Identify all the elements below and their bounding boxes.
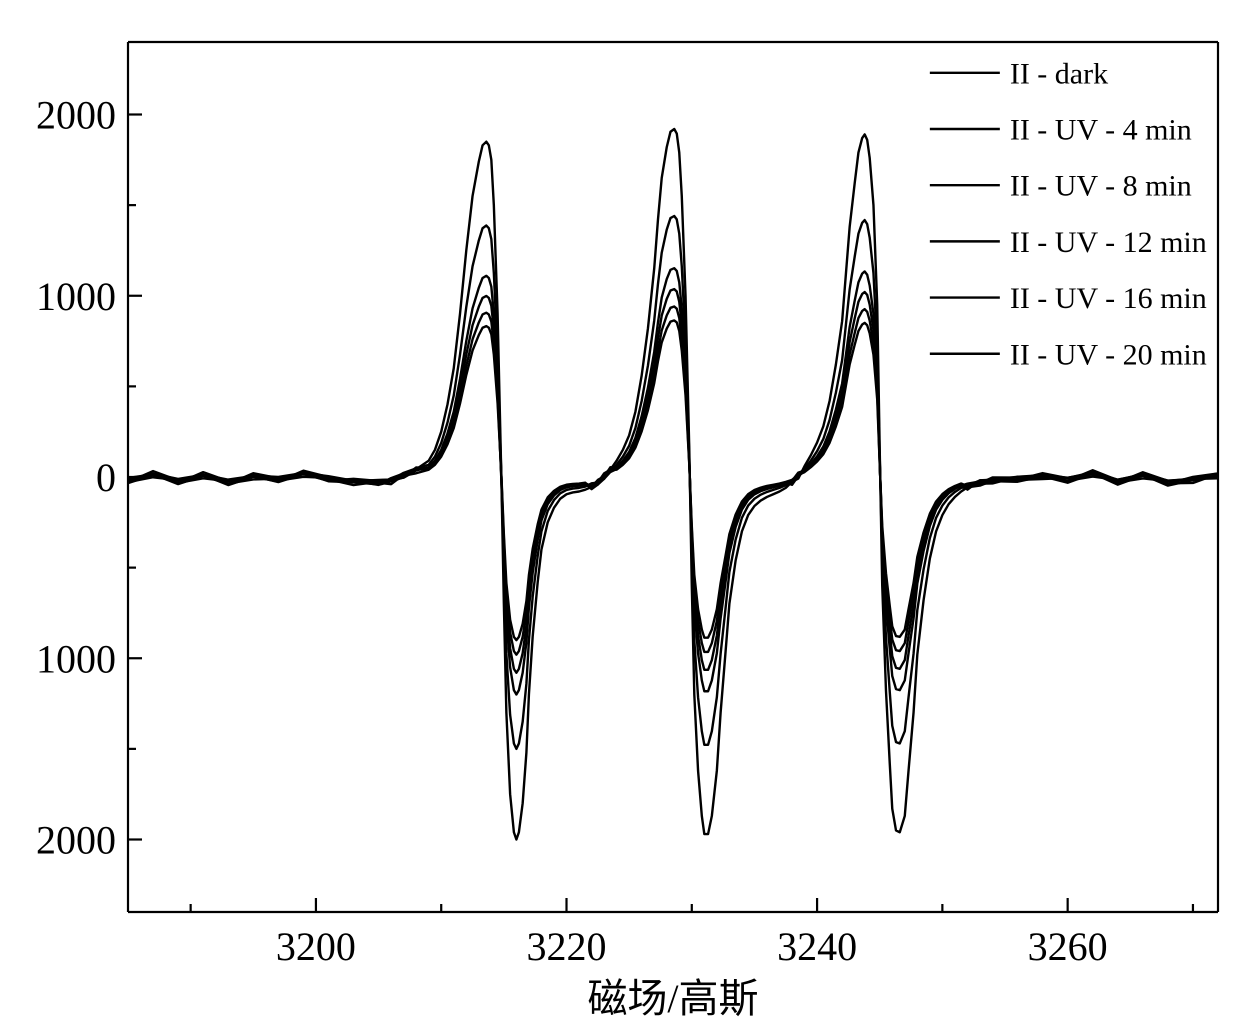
y-tick-label: 0 (96, 455, 116, 500)
legend-label: II - UV - 16 min (1010, 282, 1207, 315)
y-tick-label: 2000 (36, 818, 116, 863)
legend-label: II - UV - 12 min (1010, 226, 1207, 259)
legend-label: II - UV - 8 min (1010, 170, 1192, 203)
legend-label: II - UV - 20 min (1010, 338, 1207, 371)
x-tick-label: 3200 (276, 924, 356, 969)
chart-svg: 3200 3220 3240 3260 2000 1000 0 1000 2000 磁场/高斯 II… (0, 0, 1240, 1030)
x-tick-label: 3220 (527, 924, 607, 969)
x-axis-title: 磁场/高斯 (587, 976, 758, 1021)
epr-spectrum-chart: 3200 3220 3240 3260 2000 1000 0 1000 2000 磁场/高斯 II… (0, 0, 1240, 1030)
legend-label: II - UV - 4 min (1010, 114, 1192, 147)
x-tick-label: 3240 (777, 924, 857, 969)
x-tick-label: 3260 (1028, 924, 1108, 969)
y-tick-label: 1000 (36, 274, 116, 319)
y-tick-label: 2000 (36, 93, 116, 138)
legend-label: II - dark (1010, 57, 1108, 90)
y-tick-label: 1000 (36, 636, 116, 681)
